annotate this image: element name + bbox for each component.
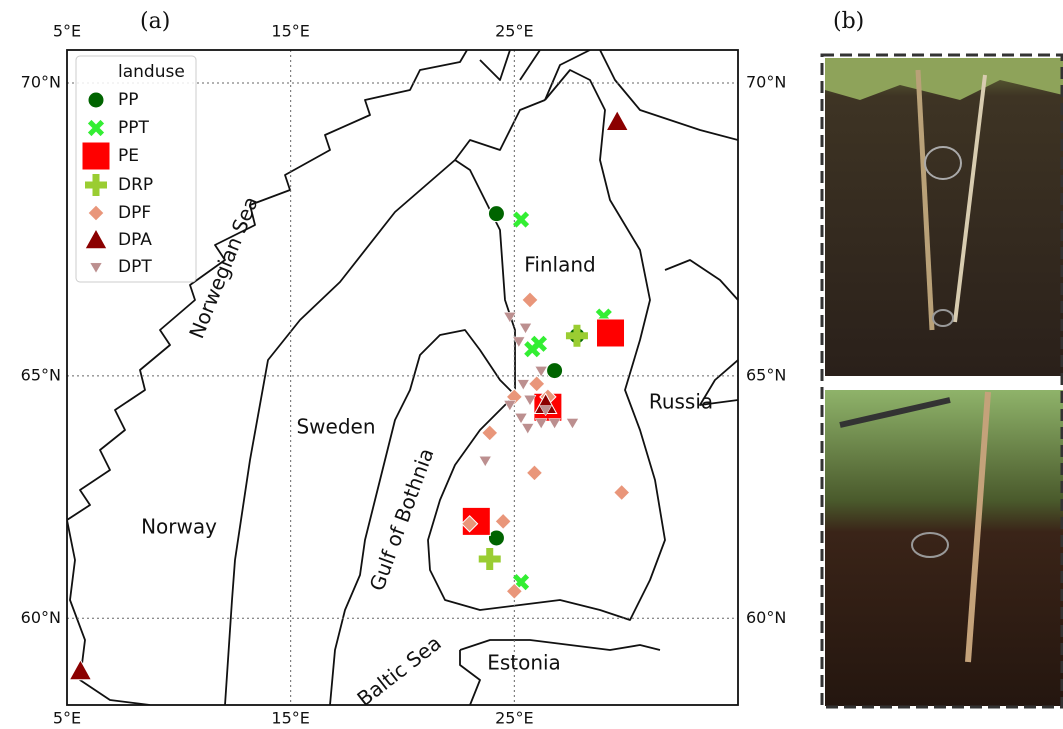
legend: landuse PP PPT PE DRP DPF DPA DPT [75,55,197,283]
stake [915,69,935,331]
finland-outline [427,69,666,621]
point [534,366,548,378]
legend-marker [87,204,105,222]
soil-photo-top [825,58,1063,376]
photo-frame [820,53,1063,709]
russia-coast [664,259,738,406]
point [519,323,532,335]
legend-label: PE [118,146,139,166]
legend-label: PPT [118,118,150,138]
point [566,418,579,430]
y-tick-label: 70°N [746,73,786,92]
point [505,582,524,600]
place-label: Estonia [487,651,561,675]
legend-label: DRP [118,175,153,195]
x-tick-label: 25°E [495,22,533,41]
sample-ring [924,146,962,180]
point [478,456,492,467]
point [596,318,626,348]
legend-marker [87,91,105,109]
point [460,515,479,533]
legend-marker [81,141,111,171]
place-label: Russia [649,390,713,414]
panel-label: (a) [140,9,170,34]
point [512,336,526,348]
data-points [68,109,631,681]
point [539,405,553,417]
legend-label: PP [118,90,139,110]
point [68,658,93,681]
point [481,424,499,442]
legend-marker [85,174,107,196]
norway-sweden-border [224,99,546,705]
legend-label: DPT [118,257,152,277]
point [503,400,517,412]
stake [965,391,991,663]
photo-panel: (b) [820,9,1063,709]
point [521,291,539,309]
point [494,512,512,531]
point [487,529,505,547]
y-tick-label: 60°N [746,608,786,627]
place-label: Baltic Sea [352,631,445,711]
place-label: Gulf of Bothnia [365,445,439,594]
estonia-coast [459,639,661,705]
legend-marker [89,262,103,274]
point [505,388,524,406]
legend-label: DPA [118,230,152,250]
arctic-coast [544,50,738,141]
soil-photo-bottom [825,390,1063,706]
point [534,418,548,430]
y-tick-label: 65°N [746,365,786,384]
point [565,324,588,347]
place-label: Finland [524,253,595,277]
stake [953,74,987,323]
point [523,395,537,406]
point [612,483,631,502]
x-tick-label: 15°E [271,22,309,41]
point [527,375,546,393]
sample-ring [932,309,954,327]
panel-label: (b) [833,9,864,34]
legend-marker [84,227,108,250]
legend-box [75,55,197,283]
y-tick-label: 60°N [21,608,61,627]
point [514,413,528,425]
point [503,312,517,324]
place-label: Norway [141,515,217,539]
norway-south-coast [67,519,151,705]
point [478,548,501,571]
place-label: Sweden [296,415,375,439]
point [546,362,564,380]
point [516,379,530,391]
point [525,464,544,482]
sample-ring [911,532,949,558]
point [461,506,491,536]
legend-marker [87,119,105,137]
point [524,341,541,358]
point [548,418,562,430]
point [605,109,630,131]
x-tick-label: 15°E [271,709,309,728]
y-tick-label: 65°N [21,365,61,384]
map-frame [66,49,739,706]
y-tick-label: 70°N [21,73,61,92]
x-tick-label: 25°E [495,709,533,728]
legend-title: landuse [118,62,185,82]
grass [825,58,1063,100]
point [521,423,535,435]
sweden-gulf-coast [329,329,516,705]
norway-coast [67,50,541,521]
x-tick-label: 5°E [53,709,81,728]
x-tick-label: 5°E [53,22,81,41]
point [487,205,505,223]
tool-handle [839,397,951,428]
legend-label: DPF [118,203,151,223]
point [512,211,530,228]
